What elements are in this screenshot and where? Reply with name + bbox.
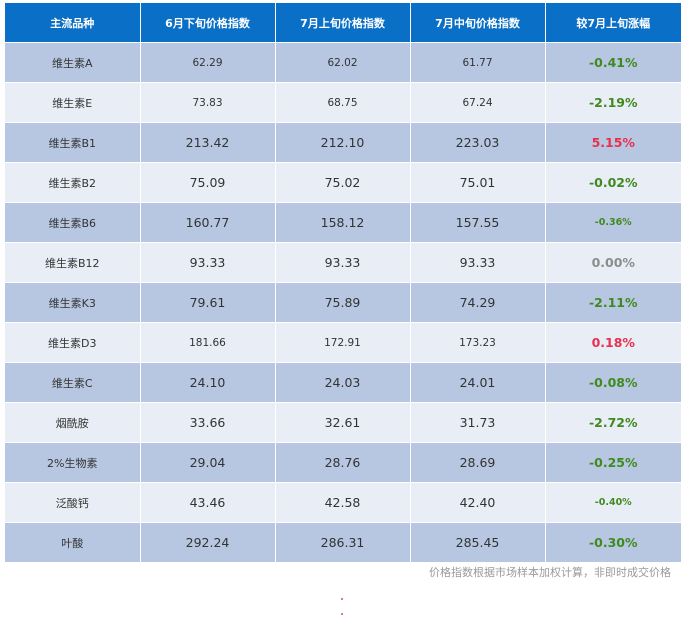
header-change-vs-july-early: 较7月上旬涨幅	[545, 3, 681, 43]
variety-name: 叶酸	[5, 522, 141, 562]
jun-late-value: 93.33	[140, 242, 276, 283]
table-footnote: 价格指数根据市场样本加权计算，非即时成交价格	[429, 566, 671, 579]
table-row: 维生素E 73.83 68.75 67.24 -2.19%	[5, 82, 681, 123]
jun-late-value: 43.46	[140, 482, 276, 523]
table-row: 泛酸钙 43.46 42.58 42.40 -0.40%	[5, 482, 681, 523]
jun-late-value: 73.83	[140, 82, 276, 123]
jul-mid-value: 42.40	[410, 482, 546, 523]
change-value: -0.25%	[545, 442, 681, 483]
jul-early-value: 42.58	[275, 482, 411, 523]
jun-late-value: 75.09	[140, 162, 276, 203]
jul-mid-value: 223.03	[410, 122, 546, 163]
table-row: 维生素B6 160.77 158.12 157.55 -0.36%	[5, 202, 681, 243]
change-value: -2.19%	[545, 82, 681, 123]
jul-early-value: 32.61	[275, 402, 411, 443]
change-value: -0.36%	[545, 202, 681, 243]
change-value: 0.00%	[545, 242, 681, 283]
jul-early-value: 28.76	[275, 442, 411, 483]
header-july-mid-index: 7月中旬价格指数	[410, 3, 546, 43]
header-june-late-index: 6月下旬价格指数	[140, 3, 276, 43]
variety-name: 维生素A	[5, 42, 141, 83]
table-row: 烟酰胺 33.66 32.61 31.73 -2.72%	[5, 402, 681, 443]
variety-name: 泛酸钙	[5, 482, 141, 523]
jul-mid-value: 74.29	[410, 282, 546, 323]
variety-name: 维生素E	[5, 82, 141, 123]
variety-name: 维生素C	[5, 362, 141, 403]
jun-late-value: 62.29	[140, 42, 276, 83]
jul-early-value: 212.10	[275, 122, 411, 163]
change-value: -2.72%	[545, 402, 681, 443]
table-row: 维生素B2 75.09 75.02 75.01 -0.02%	[5, 162, 681, 203]
jun-late-value: 181.66	[140, 322, 276, 363]
jul-early-value: 286.31	[275, 522, 411, 562]
jul-mid-value: 61.77	[410, 42, 546, 83]
table-row: 维生素B12 93.33 93.33 93.33 0.00%	[5, 242, 681, 283]
jun-late-value: 292.24	[140, 522, 276, 562]
jul-early-value: 93.33	[275, 242, 411, 283]
jul-mid-value: 67.24	[410, 82, 546, 123]
table-row: 叶酸 292.24 286.31 285.45 -0.30%	[5, 522, 681, 562]
decorative-dot	[341, 598, 343, 600]
variety-name: 维生素B2	[5, 162, 141, 203]
change-value: 0.18%	[545, 322, 681, 363]
change-value: 5.15%	[545, 122, 681, 163]
jul-mid-value: 157.55	[410, 202, 546, 243]
jul-mid-value: 24.01	[410, 362, 546, 403]
jun-late-value: 213.42	[140, 122, 276, 163]
change-value: -0.41%	[545, 42, 681, 83]
jul-mid-value: 93.33	[410, 242, 546, 283]
jul-mid-value: 285.45	[410, 522, 546, 562]
variety-name: 维生素K3	[5, 282, 141, 323]
table-row: 维生素K3 79.61 75.89 74.29 -2.11%	[5, 282, 681, 323]
jul-mid-value: 173.23	[410, 322, 546, 363]
jun-late-value: 29.04	[140, 442, 276, 483]
variety-name: 维生素B12	[5, 242, 141, 283]
table-row: 2%生物素 29.04 28.76 28.69 -0.25%	[5, 442, 681, 483]
change-value: -0.40%	[545, 482, 681, 523]
change-value: -2.11%	[545, 282, 681, 323]
variety-name: 2%生物素	[5, 442, 141, 483]
variety-name: 维生素B6	[5, 202, 141, 243]
jul-early-value: 24.03	[275, 362, 411, 403]
variety-name: 维生素B1	[5, 122, 141, 163]
decorative-dot	[341, 613, 343, 615]
change-value: -0.08%	[545, 362, 681, 403]
table-header-row: 主流品种 6月下旬价格指数 7月上旬价格指数 7月中旬价格指数 较7月上旬涨幅	[5, 3, 681, 43]
header-variety: 主流品种	[5, 3, 141, 43]
table-row: 维生素A 62.29 62.02 61.77 -0.41%	[5, 42, 681, 83]
jul-early-value: 75.02	[275, 162, 411, 203]
jul-early-value: 75.89	[275, 282, 411, 323]
jul-mid-value: 31.73	[410, 402, 546, 443]
table-row: 维生素B1 213.42 212.10 223.03 5.15%	[5, 122, 681, 163]
change-value: -0.30%	[545, 522, 681, 562]
variety-name: 维生素D3	[5, 322, 141, 363]
jul-mid-value: 28.69	[410, 442, 546, 483]
change-value: -0.02%	[545, 162, 681, 203]
jul-early-value: 172.91	[275, 322, 411, 363]
table-row: 维生素C 24.10 24.03 24.01 -0.08%	[5, 362, 681, 403]
table-row: 维生素D3 181.66 172.91 173.23 0.18%	[5, 322, 681, 363]
jun-late-value: 24.10	[140, 362, 276, 403]
price-index-table: 主流品种 6月下旬价格指数 7月上旬价格指数 7月中旬价格指数 较7月上旬涨幅 …	[5, 3, 681, 562]
header-july-early-index: 7月上旬价格指数	[275, 3, 411, 43]
jun-late-value: 79.61	[140, 282, 276, 323]
jun-late-value: 160.77	[140, 202, 276, 243]
jul-early-value: 158.12	[275, 202, 411, 243]
jul-mid-value: 75.01	[410, 162, 546, 203]
jun-late-value: 33.66	[140, 402, 276, 443]
variety-name: 烟酰胺	[5, 402, 141, 443]
jul-early-value: 68.75	[275, 82, 411, 123]
jul-early-value: 62.02	[275, 42, 411, 83]
